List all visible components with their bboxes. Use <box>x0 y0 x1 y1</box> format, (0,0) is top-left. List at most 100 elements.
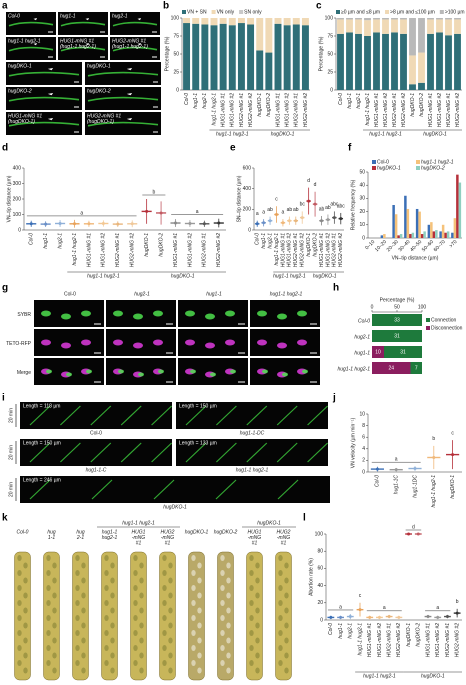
seed <box>284 637 289 644</box>
y-tick-label: 100 <box>315 531 324 537</box>
seed <box>81 607 86 614</box>
seed <box>110 577 115 584</box>
x-tick-label: HUG1-mNG #1 <box>275 93 281 127</box>
bar-segment <box>409 55 416 85</box>
x-tick-label: HUG1-mNG #2 <box>325 233 331 267</box>
bar <box>420 234 424 238</box>
seed <box>139 622 144 629</box>
seed <box>46 645 51 651</box>
count-label: 7 <box>415 365 418 371</box>
y-tick-label: 25 <box>173 69 179 75</box>
mean-point <box>217 221 221 225</box>
micrograph <box>176 402 328 429</box>
bar <box>418 211 421 238</box>
hypha-track <box>29 442 51 463</box>
bar <box>451 232 454 238</box>
mean-point <box>159 211 163 215</box>
bar-segment <box>247 24 255 91</box>
column-label: hugDKO-1 <box>185 529 209 535</box>
bar-segment <box>274 23 282 90</box>
seed <box>81 637 86 644</box>
bar-segment <box>391 19 398 33</box>
panel-label: b <box>163 1 169 12</box>
hyphae <box>8 71 80 77</box>
y-axis-label: Abortion rate (%) <box>308 558 314 596</box>
length-label: Length = 246 µm <box>23 477 61 483</box>
significance-letter: a <box>282 209 285 215</box>
arrow-head <box>126 67 133 71</box>
seed <box>197 622 202 629</box>
x-tick-label: HUG2-mNG #2 <box>300 233 306 267</box>
panel-label: k <box>2 513 8 524</box>
legend-swatch <box>426 318 430 322</box>
row-label: Col-0 <box>358 318 370 324</box>
x-tick-label: hug1-1 <box>338 623 344 639</box>
nucleus <box>205 342 215 349</box>
significance-letter: a <box>383 605 386 611</box>
x-tick-label: Col-0 <box>29 233 35 245</box>
nucleus <box>282 372 288 377</box>
legend-label: hugDKO-2 <box>421 165 445 171</box>
seed <box>17 660 22 666</box>
bar-segment <box>301 25 309 91</box>
tile-label: (hugDKO-1) <box>87 119 114 125</box>
significance-letter: b <box>456 599 459 605</box>
bar-segment <box>427 19 434 34</box>
x-tick-label: 10–20 <box>374 239 388 253</box>
bar <box>453 218 457 238</box>
row-label: Merge <box>17 370 31 376</box>
seed <box>52 652 57 659</box>
y-tick-label: 20 <box>359 209 365 215</box>
hypha-track <box>91 479 113 500</box>
column-label: #1 <box>136 540 142 546</box>
x-tick-label: 30–40 <box>397 239 411 253</box>
nucleus <box>302 369 308 374</box>
bar <box>380 235 384 238</box>
x-tick-label: hugDKO-1 <box>144 233 150 257</box>
mean-point <box>300 216 304 220</box>
x-tick-label: HUG1-mNG #1 <box>173 233 179 267</box>
nucleus <box>86 369 92 374</box>
nucleus <box>277 342 287 349</box>
x-tick-label: hug1-1 hug2-1 <box>274 233 280 266</box>
y-tick-label: 30 <box>359 196 365 202</box>
x-tick-label: HUG1-mNG #1 <box>319 233 325 267</box>
nucleus <box>41 310 51 317</box>
bar-segment <box>256 50 264 90</box>
column-label: -mNG <box>161 535 174 541</box>
bar <box>435 230 438 238</box>
x-tick-label: HUG1-mNG #2 <box>377 623 383 657</box>
bar-segment <box>301 18 309 26</box>
nucleus <box>190 369 196 374</box>
significance-letter: a <box>436 605 439 611</box>
micrograph <box>20 476 330 503</box>
seed <box>17 555 22 561</box>
bar-segment <box>382 19 389 34</box>
seed <box>191 570 196 576</box>
seed <box>23 607 28 614</box>
legend-label: ≥0 µm and ≤8 µm <box>341 9 380 15</box>
seed <box>133 615 138 621</box>
tile-label: HUG1-mNG #1 <box>60 38 94 44</box>
seed <box>197 667 202 674</box>
y-axis-label: VN velocity (µm min⁻¹) <box>350 417 356 468</box>
significance-letter: a <box>196 209 199 215</box>
bar <box>383 234 386 238</box>
hypha-track <box>215 479 237 500</box>
arrow-head <box>126 117 133 121</box>
x-tick-label: HUG2-mNG #2 <box>455 93 461 127</box>
micrograph <box>176 439 328 466</box>
bar-segment <box>355 33 362 90</box>
micrograph <box>6 62 82 85</box>
y-tick-label: 200 <box>13 196 22 202</box>
y-tick-label: 100 <box>13 212 22 218</box>
column-label: HUG2 <box>277 529 291 535</box>
nucleus <box>185 310 195 317</box>
micrograph <box>20 402 172 429</box>
column-label: 1-1 <box>48 535 55 541</box>
seed <box>278 600 283 606</box>
mean-point <box>445 615 449 619</box>
x-tick-label: HUG1-mNG #2 <box>287 233 293 267</box>
seed <box>226 622 231 629</box>
x-tick-label: HUG2-mNG #2 <box>401 93 407 127</box>
